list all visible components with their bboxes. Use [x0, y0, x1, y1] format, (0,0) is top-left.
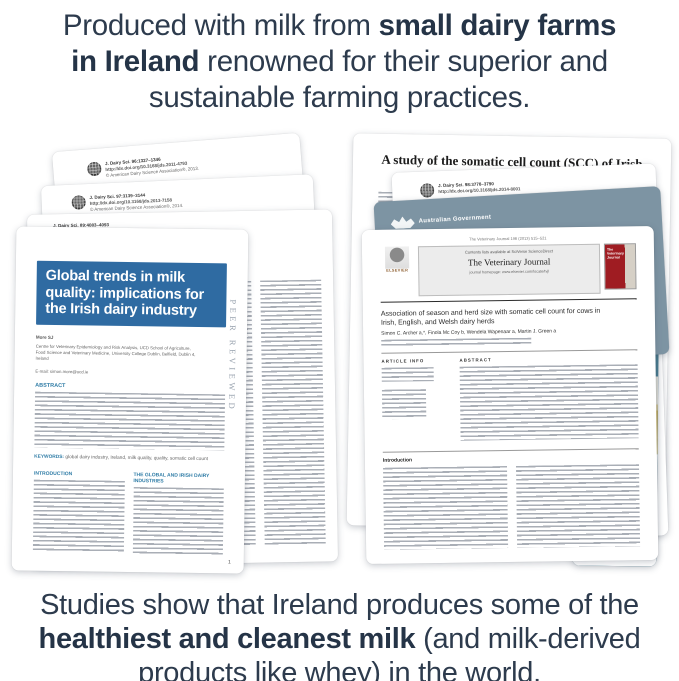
- coat-of-arms-icon: [390, 216, 415, 229]
- footline-l2-normal: (and milk-derived: [415, 623, 641, 655]
- headline-l2-normal: renowned for their superior and: [199, 45, 608, 78]
- rule: [382, 448, 639, 453]
- gov-header: Australian Government: [390, 212, 491, 230]
- headline-line-2: in Ireland renowned for their superior a…: [0, 44, 679, 80]
- global-trends-paper: PEER REVIEWED Global trends in milk qual…: [11, 226, 249, 574]
- elsevier-logo: ELSEVIER: [380, 246, 415, 296]
- homepage-line: journal homepage: www.elsevier.com/locat…: [469, 269, 550, 275]
- article-info-column: ARTICLE INFO: [381, 358, 448, 442]
- footline-text: Studies show that Ireland produces some …: [0, 588, 679, 681]
- footline-line-1: Studies show that Ireland produces some …: [40, 589, 639, 621]
- headline-l1-normal: Produced with milk from: [62, 9, 379, 42]
- abstract-heading: ABSTRACT: [459, 357, 492, 363]
- abstract-heading: ABSTRACT: [35, 382, 66, 390]
- introduction-heading: Introduction: [382, 457, 413, 464]
- info-abstract-row: ARTICLE INFO ABSTRACT: [381, 355, 639, 442]
- left-paper-1-header: J. Dairy Sci. 96:1327–1346 http://dx.doi…: [86, 147, 288, 180]
- headline-line-1: Produced with milk from small dairy farm…: [0, 8, 679, 44]
- keywords-label: KEYWORDS:: [34, 454, 65, 461]
- running-header: The Veterinary Journal 196 (2013) 515–52…: [469, 235, 547, 242]
- affiliation: Centre for Veterinary Epidemiology and R…: [35, 343, 196, 361]
- footline-line-2: healthiest and cleanest milk (and milk-d…: [0, 622, 679, 656]
- abstract-text-lines: [34, 391, 226, 451]
- intro-columns: [383, 464, 641, 550]
- journal-cover-thumbnail: The Veterinary Journal: [603, 243, 637, 290]
- vet-journal-paper: The Veterinary Journal 196 (2013) 515–52…: [361, 225, 659, 565]
- author-line: More SJ: [35, 334, 54, 340]
- keywords-text: global dairy industry, Ireland, milk qua…: [65, 455, 209, 463]
- journal-name: The Veterinary Journal: [467, 256, 551, 268]
- section-heading: INTRODUCTION: [33, 470, 73, 478]
- cover-label: The Veterinary Journal: [606, 247, 625, 261]
- article-info-heading: ARTICLE INFO: [381, 358, 425, 364]
- journal-banner: Contents lists available at SciVerse Sci…: [417, 243, 601, 297]
- text-lines: [381, 389, 427, 420]
- text-lines: [132, 487, 224, 557]
- text-lines: [459, 364, 639, 441]
- authors-line: Simon C. Archer a,*, Finola Mc Coy b, We…: [381, 328, 557, 337]
- rule: [380, 298, 637, 303]
- footline-line-3: products like whey) in the world.: [138, 657, 541, 681]
- left-paper-2-header: J. Dairy Sci. 97:3139–3144 http://dx.doi…: [71, 186, 300, 213]
- masthead: ELSEVIER Contents lists available at Sci…: [380, 243, 637, 297]
- email-line: E-mail: simon.more@ucd.ie: [35, 368, 89, 375]
- elsevier-wordmark: ELSEVIER: [386, 268, 409, 273]
- paper-title: Association of season and herd size with…: [380, 307, 601, 327]
- keywords-row: KEYWORDS: global dairy industry, Ireland…: [34, 455, 208, 462]
- text-lines: [381, 367, 434, 382]
- elsevier-tree-icon: [384, 246, 410, 269]
- peer-reviewed-label: PEER REVIEWED: [226, 299, 239, 413]
- text-lines: [32, 479, 125, 553]
- body-columns: INTRODUCTION THE GLOBAL AND IRISH DAIRY …: [32, 470, 224, 560]
- text-lines: [515, 464, 641, 548]
- industries-column: THE GLOBAL AND IRISH DAIRY INDUSTRIES: [132, 472, 224, 559]
- headline-text: Produced with milk from small dairy farm…: [0, 8, 679, 116]
- headline-line-3: sustainable farming practices.: [148, 81, 531, 114]
- abstract-column: ABSTRACT: [459, 355, 639, 441]
- headline-l1-bold: small dairy farms: [378, 9, 617, 42]
- affiliation-lines: [381, 337, 532, 347]
- dairy-science-logo-icon: [86, 161, 102, 177]
- dairy-science-logo-icon: [71, 195, 86, 210]
- text-lines: [259, 279, 326, 547]
- rule: [381, 349, 638, 354]
- gov-label: Australian Government: [418, 214, 492, 225]
- headline-l2-bold: in Ireland: [71, 45, 200, 78]
- dairy-science-logo-icon: [419, 183, 435, 198]
- text-lines: [383, 466, 508, 550]
- intro-column: INTRODUCTION: [32, 470, 125, 558]
- contents-line: Contents lists available at SciVerse Sci…: [464, 248, 554, 255]
- footline-l2-bold: healthiest and cleanest milk: [38, 623, 416, 655]
- section-heading: THE GLOBAL AND IRISH DAIRY INDUSTRIES: [133, 472, 210, 485]
- paper-title: Global trends in milk quality: implicati…: [36, 260, 227, 327]
- page-number: 1: [227, 559, 231, 566]
